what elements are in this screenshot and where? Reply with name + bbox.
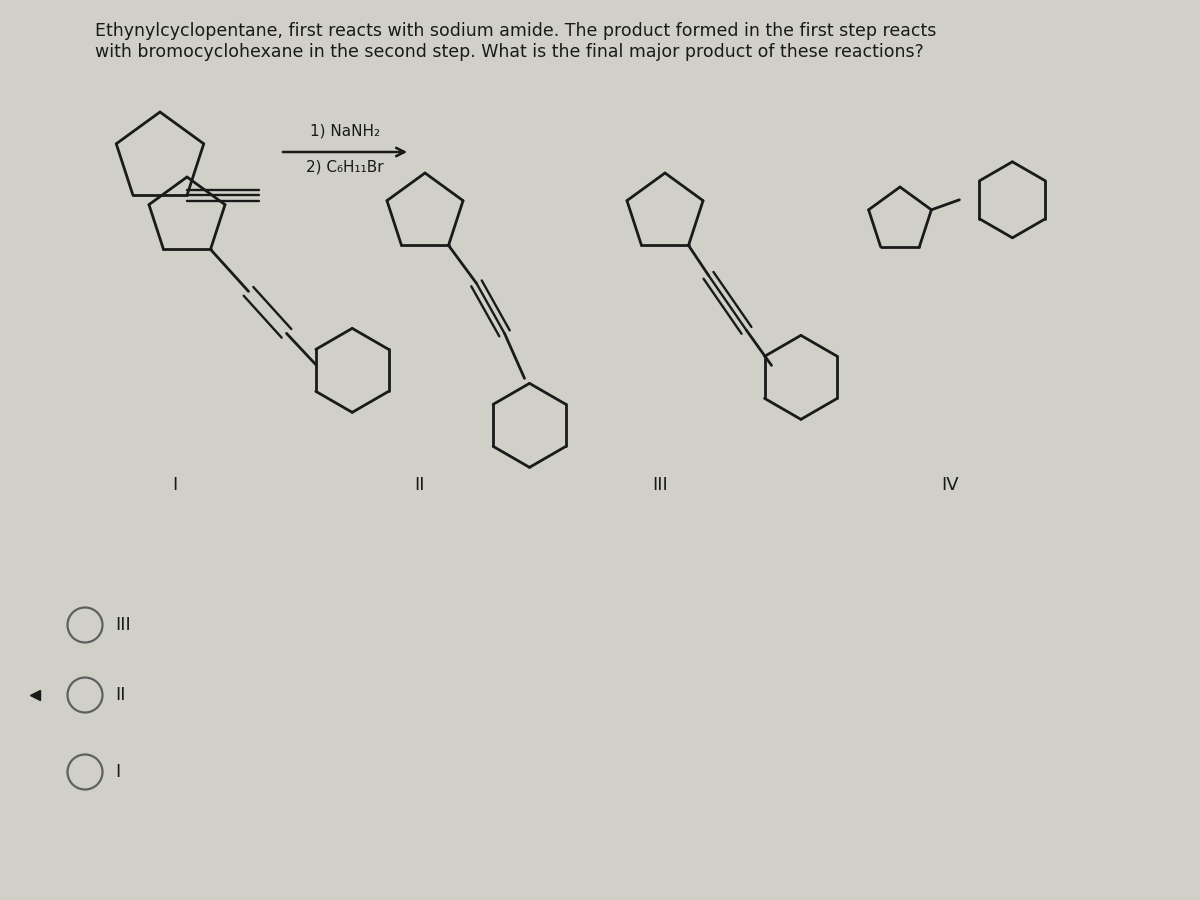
Text: III: III	[652, 476, 668, 494]
Text: III: III	[115, 616, 131, 634]
Text: I: I	[173, 476, 178, 494]
Text: 1) NaNH₂: 1) NaNH₂	[310, 123, 380, 138]
Text: Ethynylcyclopentane, first reacts with sodium amide. The product formed in the f: Ethynylcyclopentane, first reacts with s…	[95, 22, 936, 61]
Text: IV: IV	[941, 476, 959, 494]
Text: II: II	[115, 686, 126, 704]
Text: 2) C₆H₁₁Br: 2) C₆H₁₁Br	[306, 160, 384, 175]
Text: II: II	[415, 476, 425, 494]
Text: I: I	[115, 763, 120, 781]
